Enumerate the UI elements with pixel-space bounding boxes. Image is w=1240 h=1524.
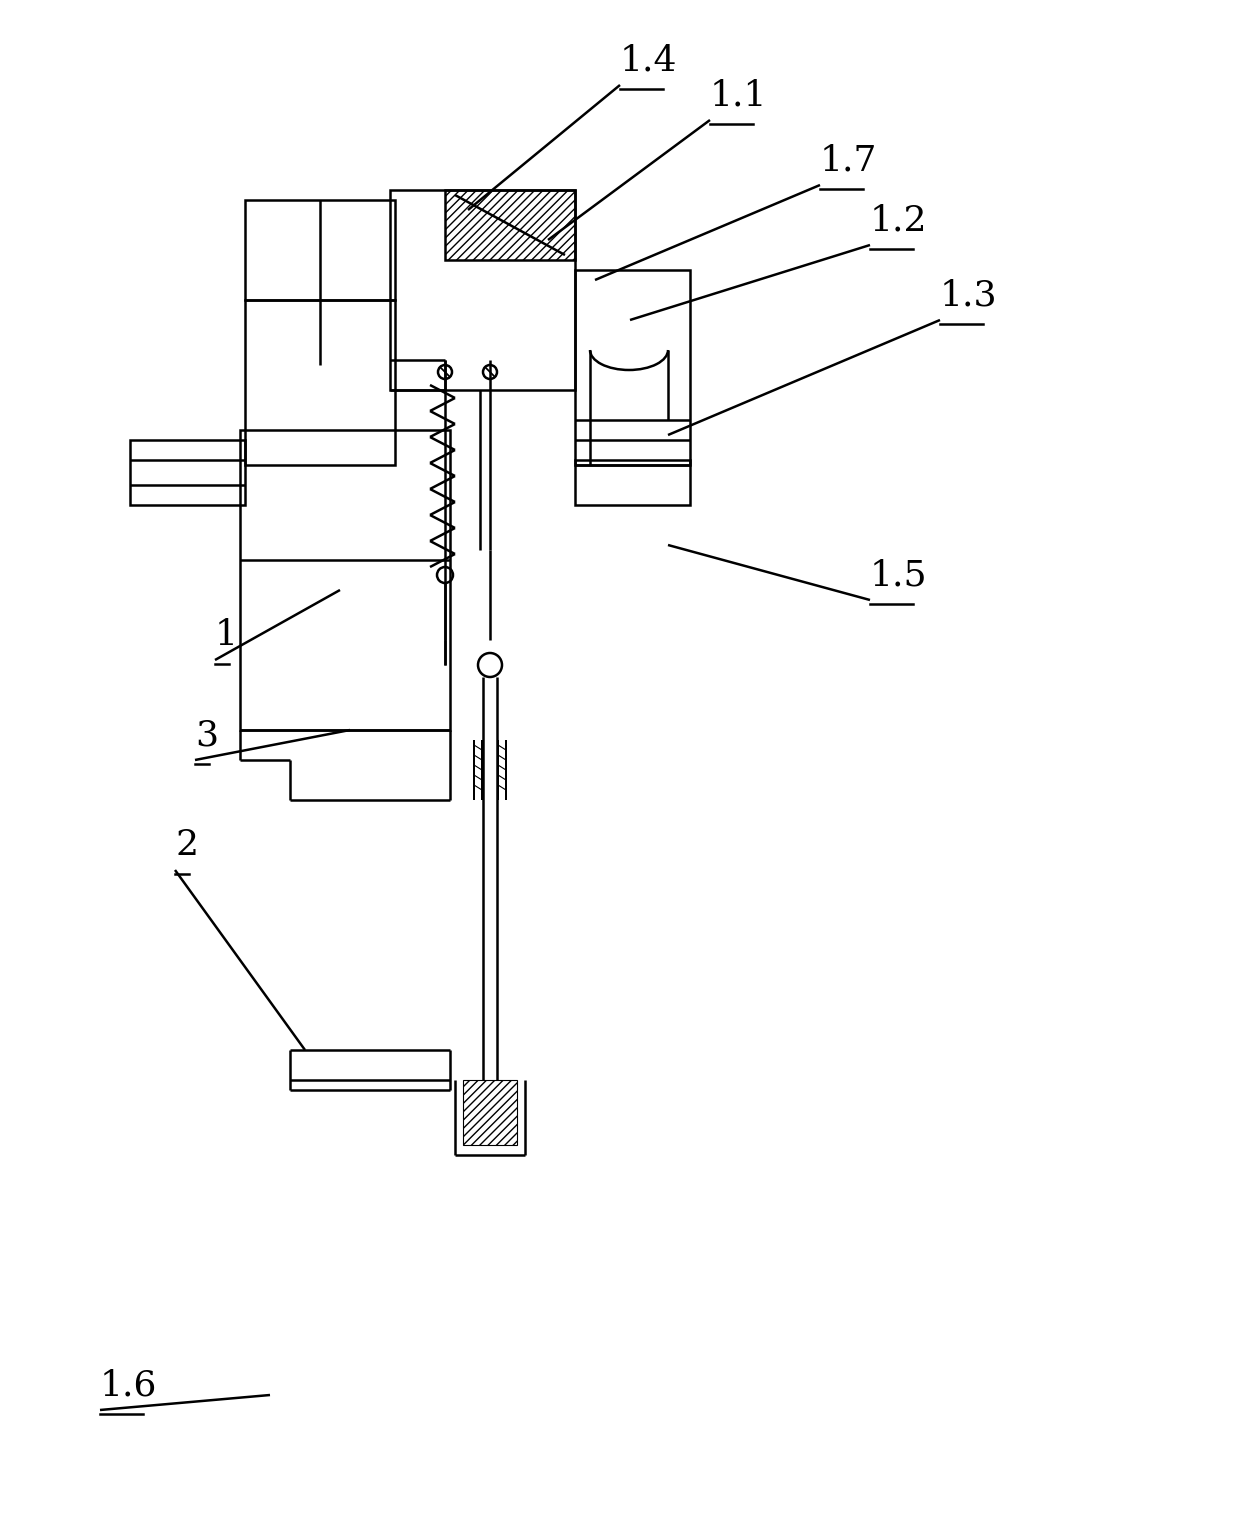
- Bar: [575, 270, 689, 465]
- Text: 1.3: 1.3: [940, 277, 998, 312]
- Text: 3: 3: [195, 718, 218, 751]
- Text: 1.6: 1.6: [100, 1369, 157, 1402]
- Text: 1.4: 1.4: [620, 43, 677, 78]
- Bar: [130, 440, 246, 504]
- Text: 2: 2: [175, 828, 198, 863]
- Bar: [463, 1081, 517, 1145]
- Bar: [241, 430, 450, 730]
- Bar: [391, 190, 575, 390]
- Bar: [575, 460, 689, 504]
- Text: 1: 1: [215, 619, 238, 652]
- Text: 1.1: 1.1: [711, 78, 768, 111]
- Text: 1.7: 1.7: [820, 143, 878, 177]
- Bar: [246, 200, 396, 300]
- Bar: [246, 300, 396, 465]
- Text: 1.5: 1.5: [870, 558, 928, 591]
- Text: 1.2: 1.2: [870, 203, 928, 238]
